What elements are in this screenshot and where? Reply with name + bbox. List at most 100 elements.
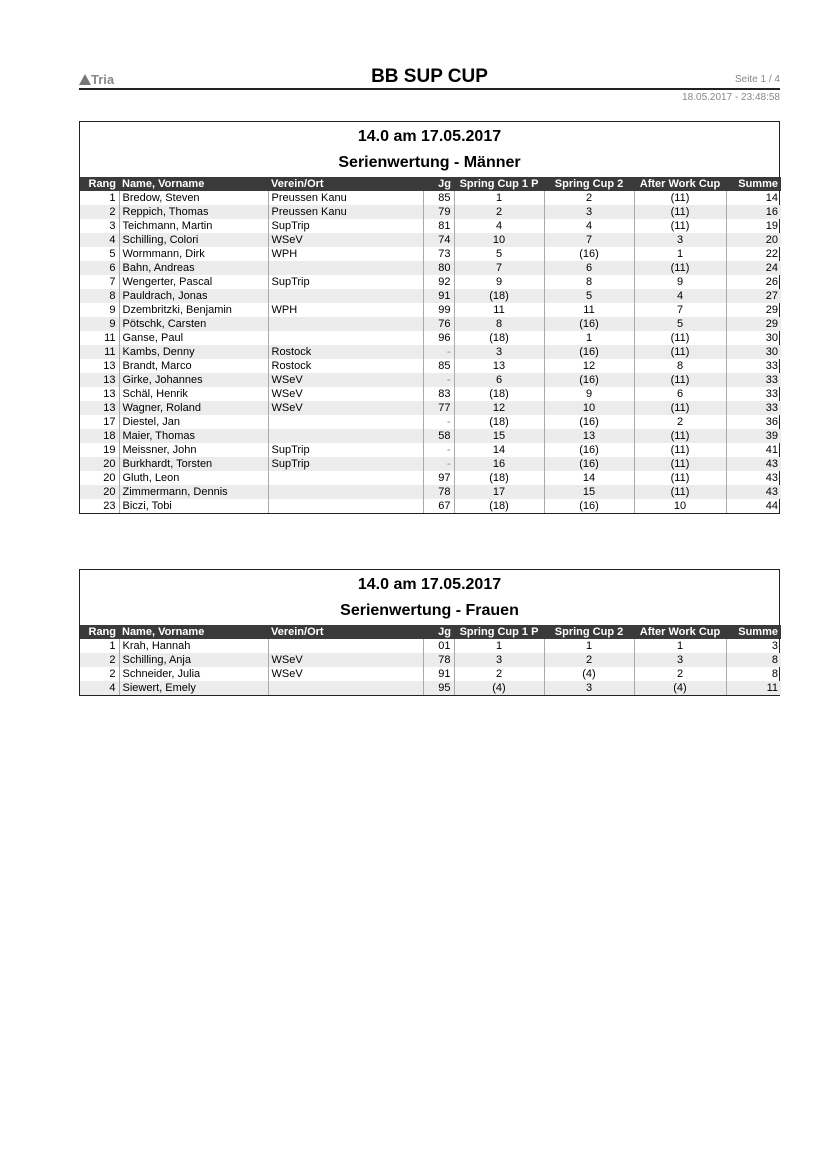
table-cell: (4) [543, 667, 634, 681]
column-header: Name, Vorname [119, 177, 268, 191]
table-cell: 13 [80, 401, 119, 415]
table-cell: Zimmermann, Dennis [118, 485, 268, 499]
table-cell: Schneider, Julia [118, 667, 268, 681]
table-cell: 2 [543, 191, 634, 205]
table-cell: Siewert, Emely [118, 681, 268, 695]
table-row: 17 Diestel, Jan - (18) (16) 2 36 [80, 415, 781, 429]
table-cell: Preussen Kanu [267, 191, 423, 205]
table-cell: 8 [725, 653, 781, 667]
table-cell: 4 [543, 219, 634, 233]
table-cell: (4) [453, 681, 544, 695]
table-cell: WSeV [267, 401, 423, 415]
table-cell: Wengerter, Pascal [118, 275, 268, 289]
table-cell: 2 [543, 653, 634, 667]
table-cell: 80 [422, 261, 454, 275]
column-header: Verein/Ort [268, 625, 423, 639]
table-cell: 5 [543, 289, 634, 303]
table-cell: WSeV [267, 233, 423, 247]
table-row: 9 Pötschk, Carsten 76 8 (16) 5 29 [80, 317, 781, 331]
table-cell: 14 [725, 191, 781, 205]
table-cell [267, 317, 423, 331]
table-cell [267, 639, 423, 653]
table-cell: 3 [453, 345, 544, 359]
table-cell: 2 [633, 667, 726, 681]
table-row: 11 Kambs, Denny Rostock -3 (16) (11) 30 [80, 345, 781, 359]
table-cell: SupTrip [267, 219, 423, 233]
column-header: Jg [423, 177, 454, 191]
table-cell: 3 [109, 220, 116, 232]
table-cell: (16) [543, 499, 634, 513]
table-cell: 76 [422, 317, 454, 331]
table-cell: 14 [453, 443, 544, 457]
table-cell: 33 [725, 359, 781, 373]
table-cell: 10 [453, 233, 544, 247]
table-cell: 33 [725, 373, 781, 387]
table-cell: 13 [103, 388, 116, 400]
table-cell: Diestel, Jan [118, 415, 268, 429]
table-cell [267, 261, 423, 275]
table-row: 13 Schäl, Henrik WSeV 83 (18) 9 6 33 [80, 387, 781, 401]
table-cell: 22 [725, 247, 781, 261]
table-cell: 3 [725, 639, 781, 653]
table-cell: 30 [725, 331, 781, 345]
table-cell: - [422, 443, 454, 457]
table-cell: SupTrip [267, 457, 423, 471]
table-cell: 85 [422, 191, 454, 205]
table-cell: Krah, Hannah [118, 639, 268, 653]
column-header: Rang [80, 177, 119, 191]
table-row: 4 Schilling, Colori WSeV 74 10 7 3 20 [80, 233, 781, 247]
table-cell: 20 [103, 472, 116, 484]
table-cell: 3 [543, 205, 634, 219]
table-cell: 5 [109, 248, 116, 260]
table-cell: Bredow, Steven [118, 191, 268, 205]
table-cell: 17 [103, 416, 116, 428]
table-cell: 3 [543, 681, 634, 695]
table-cell: (11) [633, 205, 726, 219]
table-row: 7 Wengerter, Pascal SupTrip 92 9 8 9 26 [80, 275, 781, 289]
table-row: 6 Bahn, Andreas 80 7 6 (11) 24 [80, 261, 781, 275]
table-row: 3 Teichmann, Martin SupTrip 81 4 4 (11) 19 [80, 219, 781, 233]
table-cell: 99 [422, 303, 454, 317]
table-row: 13 Wagner, Roland WSeV 77 12 10 (11) 33 [80, 401, 781, 415]
table-title: 14.0 am 17.05.2017 [357, 128, 502, 145]
table-title: 14.0 am 17.05.2017 [357, 576, 502, 593]
table-cell [267, 681, 423, 695]
table-cell: 41 [725, 443, 781, 457]
table-cell: Girke, Johannes [118, 373, 268, 387]
table-row: 20 Gluth, Leon 97 (18) 14 (11) 43 [80, 471, 781, 485]
table-cell: 6 [543, 261, 634, 275]
table-cell: (11) [633, 345, 726, 359]
table-cell: 92 [422, 275, 454, 289]
table-cell: Schilling, Colori [118, 233, 268, 247]
table-cell: 67 [422, 499, 454, 513]
table-cell: WSeV [267, 653, 423, 667]
table-cell: - [422, 345, 454, 359]
table-cell: 2 [109, 668, 116, 680]
column-header: Spring Cup 2 [544, 625, 634, 639]
table-cell: Schilling, Anja [118, 653, 268, 667]
table-cell: 13 [453, 359, 544, 373]
table-cell: 1 [109, 640, 116, 652]
table-cell: 1 [543, 331, 634, 345]
table-cell: 17 [453, 485, 544, 499]
table-cell: (4) [633, 681, 726, 695]
table-cell: 13 [80, 373, 119, 387]
table-cell: 18 [80, 429, 119, 443]
results-table-maenner: 14.0 am 17.05.2017 Serienwertung - Männer… [79, 121, 781, 514]
table-cell: (18) [453, 289, 544, 303]
table-row: 2 Schneider, Julia WSeV 91 2 (4) 2 8 [80, 667, 781, 681]
table-cell: 9 [543, 387, 634, 401]
table-cell: 58 [422, 429, 454, 443]
table-cell: 2 [633, 415, 726, 429]
table-cell: 39 [725, 429, 781, 443]
table-cell: (16) [543, 247, 634, 261]
table-cell: 5 [453, 247, 544, 261]
column-header: Spring Cup 1 P [454, 625, 544, 639]
table-row: 2 Reppich, Thomas Preussen Kanu 79 2 3 (11) 16 [80, 205, 781, 219]
table-row: 23 Biczi, Tobi 67 (18) (16) 10 44 [80, 499, 781, 513]
table-cell: 78 [422, 653, 454, 667]
table-cell: 9 [453, 275, 544, 289]
table-cell: Teichmann, Martin [118, 219, 268, 233]
table-cell: (16) [543, 457, 634, 471]
